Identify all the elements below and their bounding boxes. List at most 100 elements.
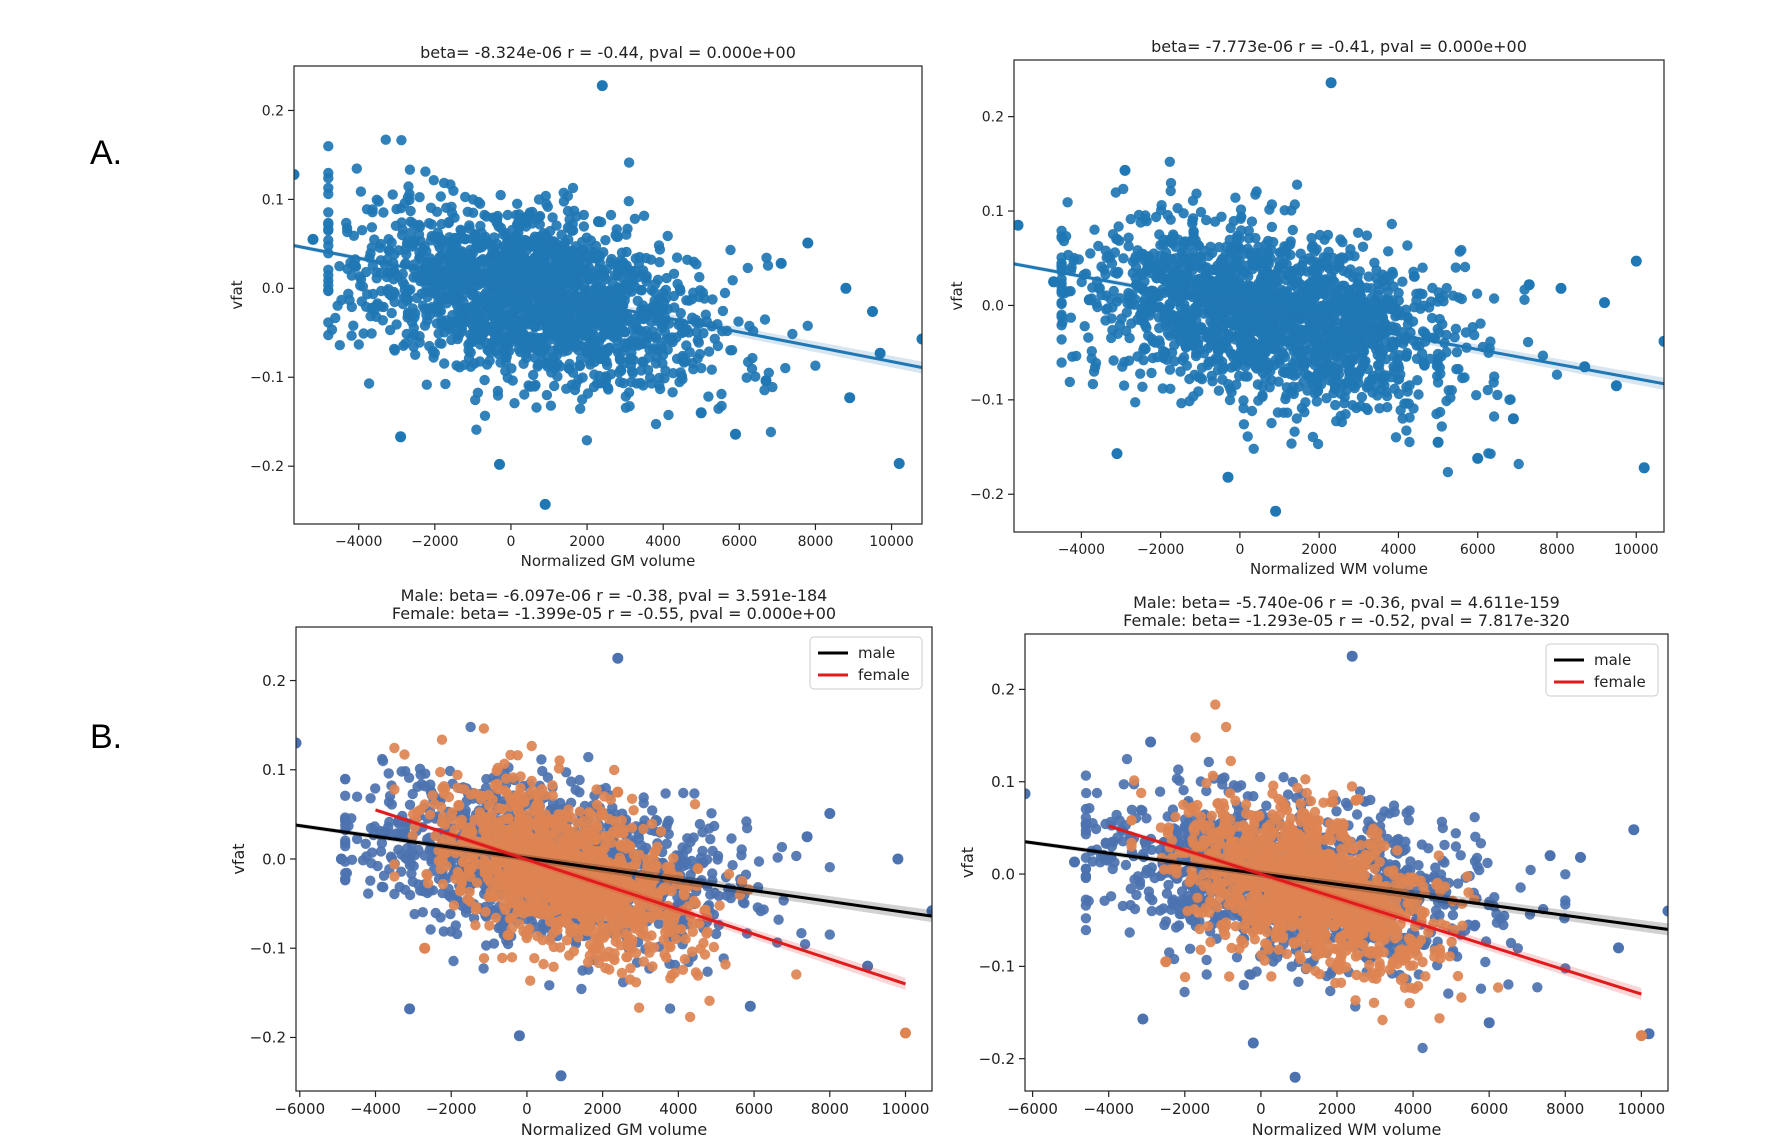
data-point [1199, 273, 1210, 284]
data-point [596, 80, 608, 92]
data-point [1196, 322, 1207, 333]
x-tick-label: 8000 [798, 534, 834, 550]
data-point [1483, 448, 1494, 459]
data-point [358, 328, 369, 339]
x-axis-label: Normalized WM volume [1250, 560, 1428, 578]
data-point [700, 309, 711, 320]
data-point [1482, 384, 1494, 396]
data-point [629, 281, 641, 292]
data-point [516, 324, 527, 335]
data-point [340, 838, 351, 849]
data-point [1208, 264, 1219, 276]
data-point [472, 387, 484, 398]
data-point [615, 354, 626, 366]
data-point [581, 435, 593, 446]
data-point [540, 190, 551, 202]
data-point [486, 288, 498, 299]
data-point [594, 257, 606, 269]
data-point [1346, 312, 1357, 323]
data-point [1380, 354, 1392, 365]
data-point [621, 246, 632, 258]
data-point [1190, 302, 1202, 313]
data-point [1264, 204, 1275, 215]
data-point [1287, 381, 1299, 392]
data-point [1111, 448, 1123, 460]
data-point [1234, 233, 1245, 244]
data-point [567, 182, 579, 194]
data-point [676, 370, 688, 382]
data-point [1333, 360, 1344, 371]
data-point [1239, 371, 1251, 382]
data-point [1190, 256, 1202, 267]
data-point [1086, 346, 1098, 357]
data-point [1258, 362, 1269, 373]
data-point [773, 914, 784, 925]
data-point [1306, 242, 1318, 253]
data-point [1354, 266, 1365, 277]
data-point [1349, 382, 1360, 394]
data-point [1107, 324, 1118, 336]
data-point [1125, 213, 1137, 225]
data-point [1215, 256, 1226, 267]
data-point [519, 389, 530, 400]
data-point [1485, 336, 1496, 347]
data-point [1168, 266, 1179, 277]
data-point [760, 375, 772, 387]
data-point [620, 402, 632, 413]
data-point [1092, 301, 1103, 313]
data-point [776, 841, 788, 853]
data-point [326, 324, 338, 335]
data-point [411, 292, 423, 304]
data-point [1137, 311, 1148, 322]
data-point [552, 266, 563, 277]
data-point [1230, 331, 1241, 342]
data-point [1056, 260, 1067, 271]
data-point [705, 834, 716, 845]
data-point [1109, 247, 1121, 258]
data-point [1291, 413, 1303, 424]
data-point [1286, 438, 1297, 449]
data-point [586, 343, 597, 355]
data-point [323, 275, 334, 286]
data-point [457, 284, 468, 296]
data-point [389, 296, 400, 308]
data-point [1301, 357, 1313, 368]
data-point [688, 287, 699, 298]
data-point [746, 363, 758, 374]
data-point [589, 356, 600, 368]
data-point [1537, 350, 1549, 361]
data-point [463, 345, 474, 356]
data-point [385, 324, 396, 336]
data-point [1065, 312, 1077, 323]
data-point [413, 844, 424, 856]
data-point [528, 253, 540, 265]
data-point [1164, 364, 1176, 375]
data-point [652, 274, 664, 285]
data-point [391, 203, 402, 215]
data-point [389, 345, 400, 356]
data-point [750, 371, 761, 382]
data-point [511, 219, 523, 230]
data-point [360, 838, 371, 849]
data-point [509, 398, 520, 409]
data-point [374, 242, 386, 253]
data-point [582, 319, 593, 330]
data-point [1358, 346, 1370, 357]
data-point [655, 340, 667, 351]
data-point [445, 908, 456, 920]
data-point [694, 818, 706, 830]
data-point [1336, 350, 1347, 362]
data-point [1377, 312, 1389, 323]
data-point [1275, 300, 1287, 311]
data-point [462, 206, 473, 217]
data-point [1305, 278, 1317, 289]
data-point [641, 276, 652, 287]
data-point [1322, 229, 1334, 241]
data-point [1204, 356, 1216, 367]
data-point [1101, 304, 1112, 315]
data-point [787, 328, 798, 340]
data-point [475, 256, 486, 267]
data-point [1450, 262, 1462, 273]
data-point [405, 205, 416, 217]
data-point [707, 294, 718, 305]
